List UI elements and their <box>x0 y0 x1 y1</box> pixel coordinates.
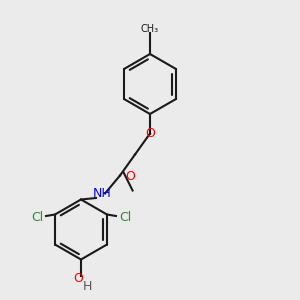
Text: CH₃: CH₃ <box>141 23 159 34</box>
Text: H: H <box>82 280 92 293</box>
Text: Cl: Cl <box>119 211 131 224</box>
Text: O: O <box>145 127 155 140</box>
Text: NH: NH <box>93 187 111 200</box>
Text: O: O <box>126 170 135 184</box>
Text: Cl: Cl <box>31 211 43 224</box>
Text: O: O <box>73 272 83 286</box>
